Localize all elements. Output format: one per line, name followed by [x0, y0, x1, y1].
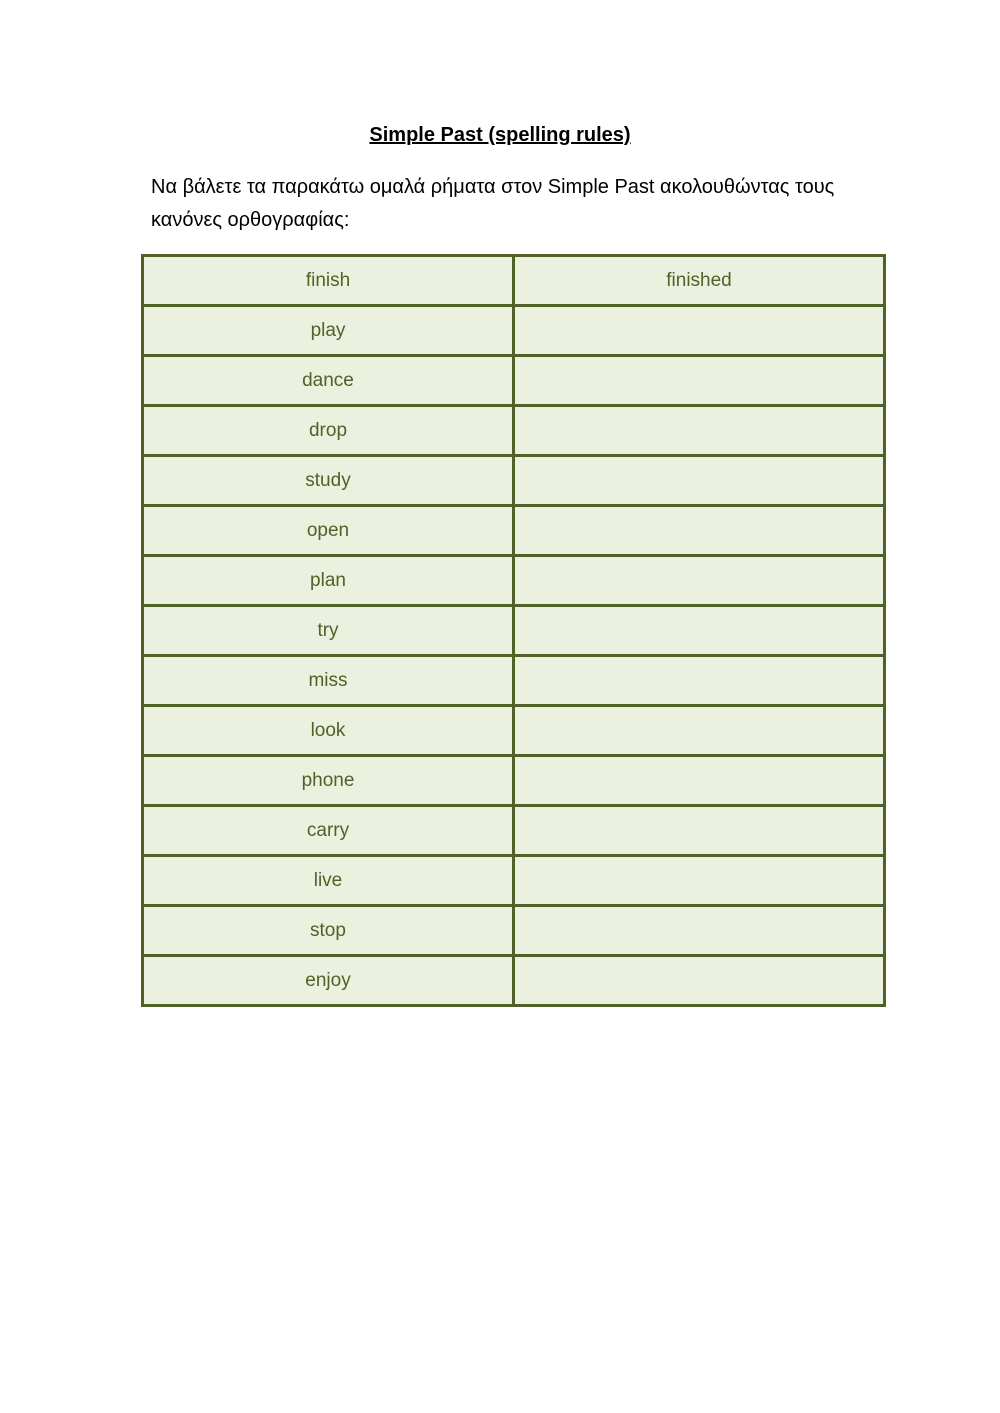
answer-input[interactable] — [515, 456, 887, 505]
answer-input[interactable] — [515, 706, 887, 755]
verb-cell: phone — [141, 754, 515, 807]
table-row: try — [141, 604, 887, 657]
table-row: play — [141, 304, 887, 357]
answer-cell — [512, 604, 887, 657]
verb-cell: study — [141, 454, 515, 507]
verb-cell: try — [141, 604, 515, 657]
table-row: carry — [141, 804, 887, 857]
answer-input[interactable] — [515, 606, 887, 655]
verb-cell: carry — [141, 804, 515, 857]
verb-cell: miss — [141, 654, 515, 707]
answer-cell — [512, 554, 887, 607]
answer-cell — [512, 304, 887, 357]
answer-cell — [512, 804, 887, 857]
answer-input[interactable] — [515, 806, 887, 855]
verb-cell: stop — [141, 904, 515, 957]
table-row: look — [141, 704, 887, 757]
table-row: drop — [141, 404, 887, 457]
verb-table: finish finished play dance drop study open plan… — [141, 254, 887, 1007]
table-row: phone — [141, 754, 887, 807]
answer-input[interactable] — [515, 356, 887, 405]
table-row: study — [141, 454, 887, 507]
answer-input[interactable] — [515, 306, 887, 355]
verb-cell: open — [141, 504, 515, 557]
answer-input[interactable] — [515, 656, 887, 705]
answer-input[interactable] — [515, 406, 887, 455]
verb-cell: look — [141, 704, 515, 757]
table-row: miss — [141, 654, 887, 707]
table-row: plan — [141, 554, 887, 607]
verb-cell: finish — [141, 254, 515, 307]
verb-cell: live — [141, 854, 515, 907]
answer-cell — [512, 504, 887, 557]
page-title: Simple Past (spelling rules) — [369, 124, 631, 146]
answer-cell — [512, 704, 887, 757]
table-row: finish finished — [141, 254, 886, 307]
answer-input[interactable] — [515, 506, 887, 555]
answer-input[interactable] — [515, 906, 887, 955]
table-row: dance — [141, 354, 887, 407]
answer-cell — [512, 654, 887, 707]
verb-cell: enjoy — [141, 954, 515, 1007]
table-row: live — [141, 854, 887, 907]
answer-input[interactable] — [515, 856, 887, 905]
table-row: enjoy — [141, 954, 887, 1007]
instructions: Να βάλετε τα παρακάτω ομαλά ρήματα στον … — [151, 176, 835, 231]
table-row: stop — [141, 904, 887, 957]
answer-input[interactable] — [515, 756, 887, 805]
answer-cell — [512, 354, 887, 407]
answer-cell: finished — [512, 254, 886, 307]
answer-input[interactable] — [515, 556, 887, 605]
answer-cell — [512, 404, 887, 457]
answer-cell — [512, 904, 887, 957]
verb-cell: plan — [141, 554, 515, 607]
answer-cell — [512, 854, 887, 907]
answer-cell — [512, 954, 887, 1007]
answer-cell — [512, 754, 887, 807]
answer-cell — [512, 454, 887, 507]
verb-cell: drop — [141, 404, 515, 457]
verb-cell: play — [141, 304, 515, 357]
answer-input[interactable] — [515, 956, 887, 1005]
table-row: open — [141, 504, 887, 557]
verb-cell: dance — [141, 354, 515, 407]
